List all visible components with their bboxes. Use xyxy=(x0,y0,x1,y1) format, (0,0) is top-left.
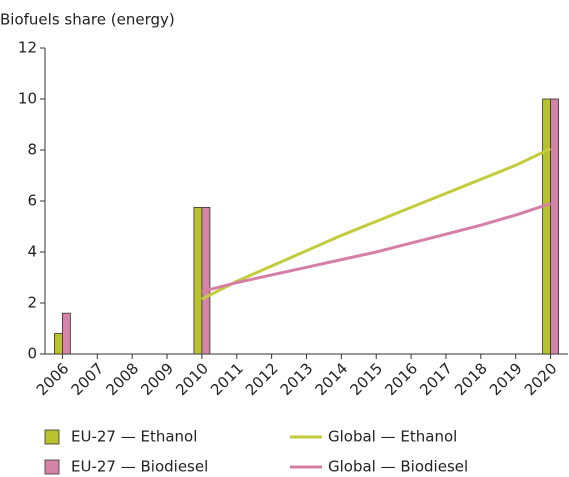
legend-label: EU-27 — Biodiesel xyxy=(71,458,208,476)
legend-label: Global — Biodiesel xyxy=(328,458,468,476)
x-tick-label: 2009 xyxy=(137,359,177,399)
x-tick-label: 2020 xyxy=(521,359,561,399)
x-tick-label: 2010 xyxy=(172,359,212,399)
x-tick-label: 2012 xyxy=(242,359,282,399)
legend-label: Global — Ethanol xyxy=(328,428,457,446)
bar xyxy=(542,98,551,355)
x-tick-label: 2017 xyxy=(416,359,456,399)
y-tick-label: 2 xyxy=(27,294,37,312)
y-tick-label: 0 xyxy=(27,345,37,363)
x-tick-label: 2016 xyxy=(381,359,421,399)
x-tick-label: 2015 xyxy=(347,359,387,399)
bar xyxy=(550,98,559,355)
y-tick-label: 10 xyxy=(18,90,37,108)
x-tick-label: 2011 xyxy=(207,359,247,399)
legend-label: EU-27 — Ethanol xyxy=(71,428,197,446)
legend-swatch xyxy=(44,429,60,445)
y-tick-label: 6 xyxy=(27,192,37,210)
line xyxy=(201,202,552,293)
x-tick-label: 2013 xyxy=(277,359,317,399)
chart-title: Biofuels share (energy) xyxy=(0,11,175,29)
bar xyxy=(201,206,211,355)
x-tick-label: 2019 xyxy=(486,359,526,399)
y-tick-label: 4 xyxy=(27,243,37,261)
x-tick-label: 2006 xyxy=(33,359,73,399)
line xyxy=(201,147,552,301)
bar xyxy=(193,206,203,355)
x-tick-label: 2018 xyxy=(451,359,491,399)
x-tick-label: 2014 xyxy=(312,359,352,399)
x-tick-label: 2008 xyxy=(102,359,142,399)
bar xyxy=(54,333,63,355)
x-tick-label: 2007 xyxy=(68,359,108,399)
bar xyxy=(62,312,71,355)
y-tick-label: 12 xyxy=(18,39,37,57)
y-tick-label: 8 xyxy=(27,141,37,159)
legend-swatch xyxy=(44,459,60,475)
